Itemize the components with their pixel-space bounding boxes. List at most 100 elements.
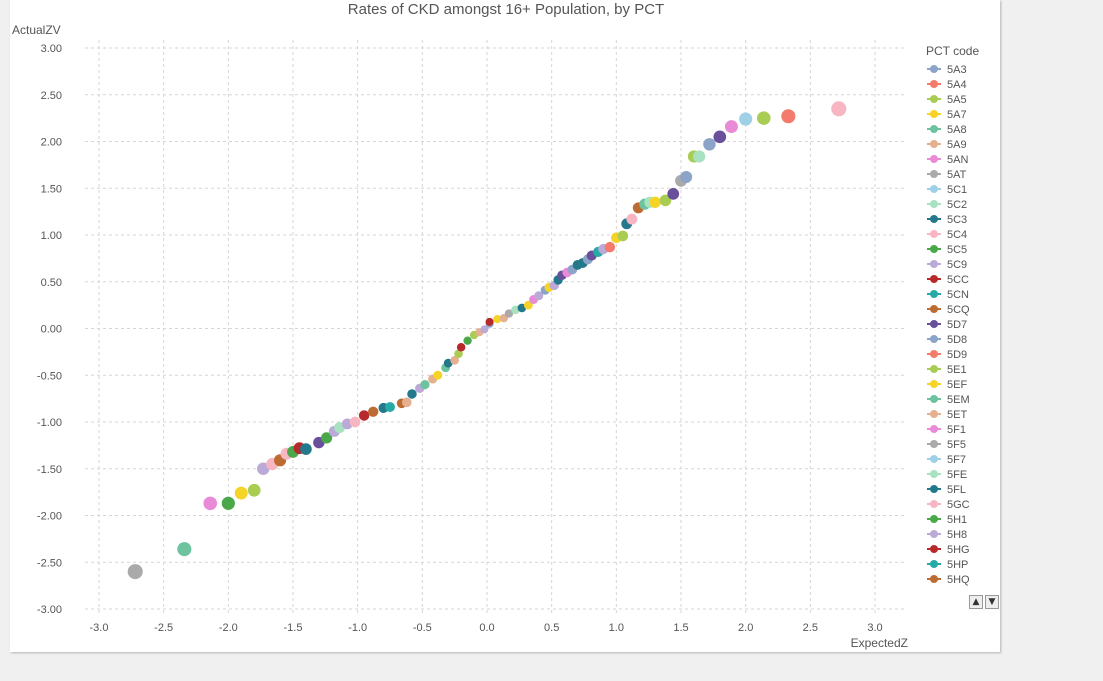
legend-item[interactable]: 5F7 (927, 454, 966, 466)
data-point (300, 443, 312, 455)
data-point (234, 486, 248, 500)
legend-item[interactable]: 5C4 (927, 229, 967, 241)
legend-item[interactable]: 5HP (927, 559, 968, 571)
y-tick-label: 2.50 (41, 90, 62, 102)
legend-label: 5GC (947, 499, 970, 511)
y-tick-label: 3.00 (41, 43, 62, 55)
legend-label: 5F7 (947, 454, 966, 466)
legend-item[interactable]: 5D8 (927, 334, 967, 346)
data-point (463, 336, 472, 345)
y-axis-ticks: 3.00 2.50 2.00 1.50 1.00 0.50 0.00 -0.50 -1.00 -1… (37, 43, 62, 616)
data-point (493, 315, 502, 324)
legend-label: 5EF (947, 379, 967, 391)
x-tick-label: -2.0 (219, 622, 238, 634)
legend-item[interactable]: 5CN (927, 289, 969, 301)
legend[interactable]: 5A3 5A4 5A5 5A7 5A8 5A9 5AN 5AT 5C1 5C2 5C3 5C4 5C5 5… (927, 64, 970, 586)
legend-item[interactable]: 5E1 (927, 364, 967, 376)
legend-label: 5H1 (947, 514, 967, 526)
x-tick-label: -3.0 (90, 622, 109, 634)
legend-swatch-dot (930, 185, 938, 193)
legend-item[interactable]: 5A9 (927, 139, 967, 151)
legend-item[interactable]: 5D9 (927, 349, 967, 361)
y-tick-label: -0.50 (37, 370, 62, 382)
legend-item[interactable]: 5C5 (927, 244, 967, 256)
x-tick-label: 2.5 (803, 622, 818, 634)
legend-label: 5F1 (947, 424, 966, 436)
legend-label: 5EM (947, 394, 970, 406)
y-tick-label: 0.00 (41, 324, 62, 336)
legend-item[interactable]: 5AT (927, 169, 967, 181)
data-point (321, 432, 333, 444)
legend-item[interactable]: 5AN (927, 154, 968, 166)
legend-item[interactable]: 5HQ (927, 574, 970, 586)
x-tick-label: -2.5 (154, 622, 173, 634)
legend-label: 5AT (947, 169, 967, 181)
legend-item[interactable]: 5A7 (927, 109, 967, 121)
legend-swatch-dot (930, 530, 938, 538)
legend-item[interactable]: 5A8 (927, 124, 967, 136)
legend-item[interactable]: 5H1 (927, 514, 967, 526)
grid (85, 40, 905, 615)
legend-label: 5ET (947, 409, 967, 421)
legend-label: 5C2 (947, 199, 967, 211)
legend-label: 5A9 (947, 139, 967, 151)
legend-scroll-down-button[interactable]: ▼ (985, 595, 999, 609)
legend-label: 5D9 (947, 349, 967, 361)
data-point (127, 564, 143, 580)
x-axis-label: ExpectedZ (851, 636, 908, 650)
legend-item[interactable]: 5C9 (927, 259, 967, 271)
legend-item[interactable]: 5HG (927, 544, 970, 556)
legend-swatch-dot (930, 170, 938, 178)
legend-swatch-dot (930, 80, 938, 88)
legend-item[interactable]: 5F1 (927, 424, 966, 436)
legend-item[interactable]: 5F5 (927, 439, 966, 451)
data-point (604, 241, 616, 253)
data-points (127, 101, 847, 580)
legend-swatch-dot (930, 200, 938, 208)
legend-item[interactable]: 5FE (927, 469, 967, 481)
legend-item[interactable]: 5GC (927, 499, 970, 511)
legend-label: 5F5 (947, 439, 966, 451)
legend-swatch-dot (930, 485, 938, 493)
legend-swatch-dot (930, 260, 938, 268)
legend-label: 5C5 (947, 244, 967, 256)
legend-swatch-dot (930, 380, 938, 388)
legend-item[interactable]: 5C1 (927, 184, 967, 196)
legend-item[interactable]: 5C3 (927, 214, 967, 226)
legend-swatch-dot (930, 425, 938, 433)
data-point (756, 111, 771, 125)
legend-item[interactable]: 5ET (927, 409, 967, 421)
x-axis-ticks: -3.0 -2.5 -2.0 -1.5 -1.0 -0.5 0.0 0.5 1.0 1.5 2.0 2… (90, 622, 883, 634)
legend-item[interactable]: 5A3 (927, 64, 967, 76)
legend-item[interactable]: 5CC (927, 274, 969, 286)
data-point (680, 171, 693, 184)
legend-item[interactable]: 5EF (927, 379, 967, 391)
data-point (450, 355, 459, 365)
legend-swatch-dot (930, 575, 938, 583)
x-tick-label: 1.0 (609, 622, 624, 634)
legend-label: 5CC (947, 274, 969, 286)
legend-label: 5A5 (947, 94, 967, 106)
data-point (659, 194, 672, 207)
y-tick-label: -1.50 (37, 464, 62, 476)
data-point (534, 291, 544, 301)
legend-swatch-dot (930, 155, 938, 163)
legend-item[interactable]: 5FL (927, 484, 966, 496)
legend-item[interactable]: 5D7 (927, 319, 967, 331)
data-point (456, 342, 466, 352)
legend-item[interactable]: 5CQ (927, 304, 970, 316)
legend-swatch-dot (930, 275, 938, 283)
data-point (703, 138, 716, 151)
legend-scroll-up-button[interactable]: ▲ (969, 595, 983, 609)
y-tick-label: 1.00 (41, 230, 62, 242)
legend-label: 5E1 (947, 364, 967, 376)
legend-swatch-dot (930, 350, 938, 358)
legend-swatch-dot (930, 110, 938, 118)
legend-item[interactable]: 5A5 (927, 94, 967, 106)
legend-item[interactable]: 5EM (927, 394, 970, 406)
legend-swatch-dot (930, 410, 938, 418)
legend-item[interactable]: 5H8 (927, 529, 967, 541)
legend-item[interactable]: 5A4 (927, 79, 967, 91)
legend-swatch-dot (930, 305, 938, 313)
legend-item[interactable]: 5C2 (927, 199, 967, 211)
